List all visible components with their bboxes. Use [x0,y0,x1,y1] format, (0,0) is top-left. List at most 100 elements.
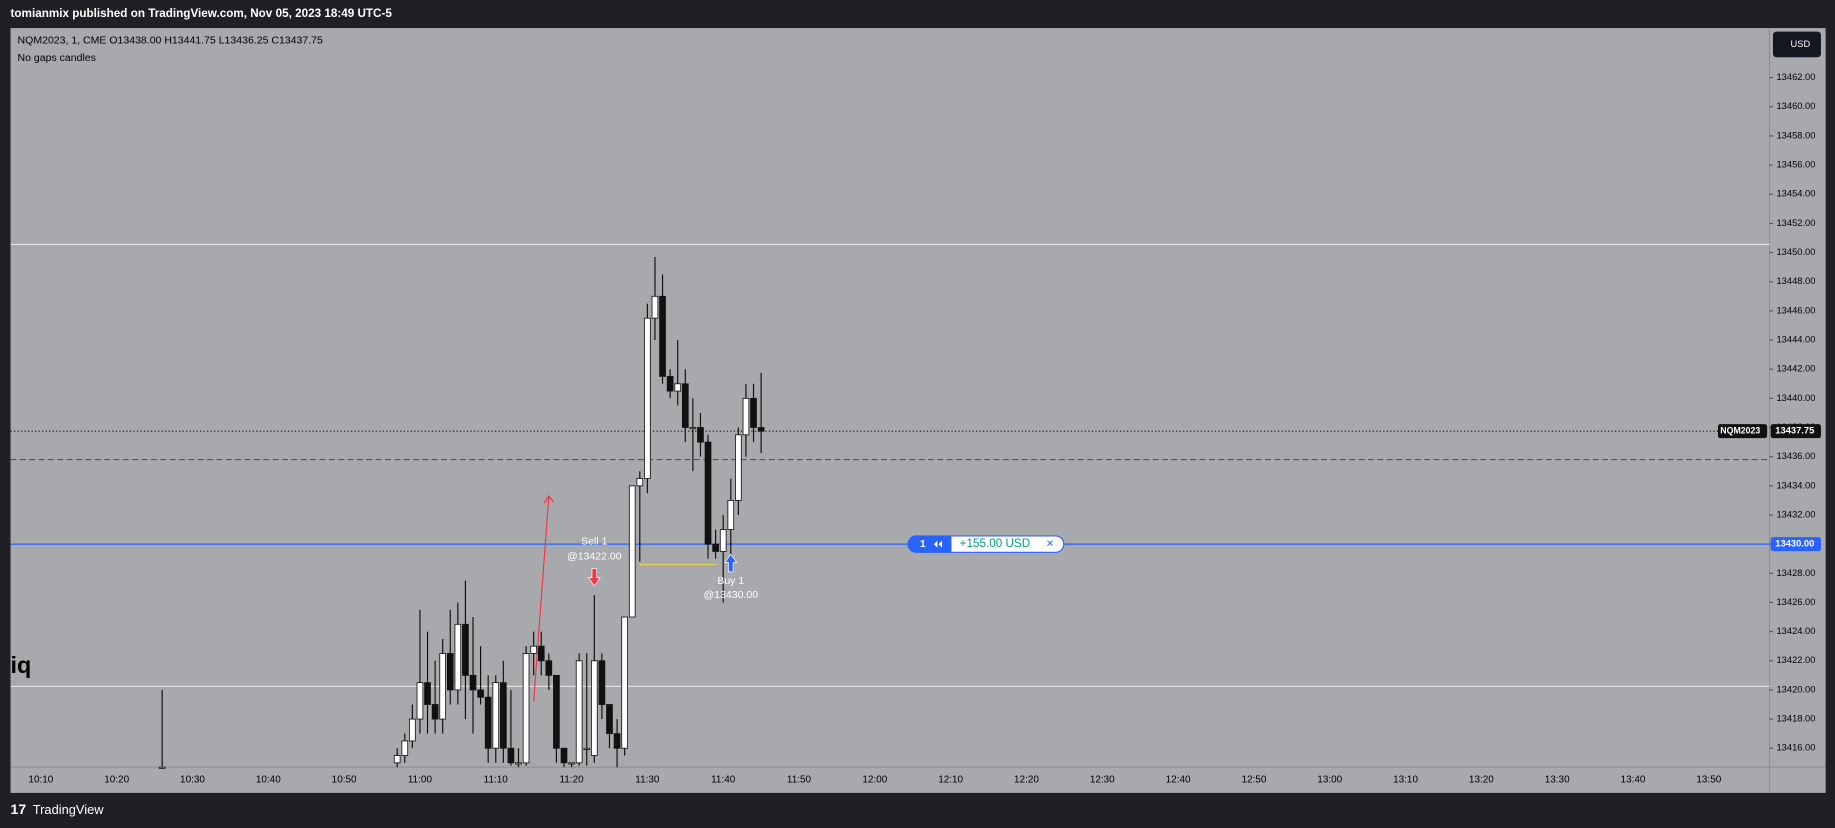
y-tick-label: 13422.00 [1776,655,1815,665]
candle-body [401,740,409,756]
footer-logo[interactable]: 17 TradingView [11,801,105,817]
candle-body [553,674,560,749]
currency-button[interactable] [1772,31,1821,58]
y-tick-label: 13446.00 [1776,305,1815,315]
candle-body [568,762,575,765]
y-tick-label: 13450.00 [1776,247,1815,257]
side-text: iq [11,652,32,678]
candle-body [689,427,697,430]
last-price-label: 13437.75 [1775,426,1814,436]
position-pnl: +155.00 USD [960,537,1031,550]
candle-body [651,295,659,319]
symbol-box [1717,424,1768,439]
candle-body [628,485,636,618]
candle-body [530,645,537,654]
chart-area [10,28,1826,793]
y-tick-label: 13462.00 [1776,72,1815,82]
y-tick-label: 13432.00 [1776,509,1815,519]
trade-arrow [587,568,601,587]
x-tick-label: 13:00 [1317,775,1342,786]
x-tick-label: 13:20 [1469,775,1494,786]
candle-body [674,383,682,392]
y-tick-label: 13416.00 [1776,743,1815,753]
candle-body [659,295,666,377]
candle-body [454,623,462,691]
candle-body [719,529,727,552]
arrow-head [543,495,554,504]
candle-body [606,704,613,735]
x-tick-label: 10:30 [180,775,205,786]
y-tick-label: 13426.00 [1776,597,1815,607]
x-tick-label: 11:00 [408,775,433,786]
candle-body [666,376,674,392]
x-tick-label: 11:50 [787,775,812,786]
symbol-label: NQM2023 [1720,425,1760,435]
y-tick-label: 13458.00 [1776,130,1815,140]
reverse-icon[interactable] [933,540,943,548]
subtitle: No gaps candles [18,52,96,64]
trade-arrow [724,553,738,573]
candle-body [424,682,431,705]
x-tick-label: 12:40 [1166,775,1191,786]
x-tick-label: 12:50 [1241,775,1266,786]
candle-body [644,317,651,479]
y-tick-label: 13420.00 [1776,684,1815,694]
x-tick-label: 12:00 [862,775,887,786]
candle-body [697,427,704,443]
arrow-drawing [533,495,550,702]
candle-body [409,718,416,742]
candle-body [704,441,712,545]
y-tick-label: 13452.00 [1776,218,1815,228]
candle-body [477,689,484,698]
currency[interactable]: USD [1791,39,1811,49]
candle-body [545,660,553,676]
x-tick-label: 13:10 [1393,775,1418,786]
x-tick-label: 10:10 [28,775,53,786]
x-tick-label: 11:40 [711,775,736,786]
candle-body [439,653,447,720]
candle-body [560,747,568,764]
position-qty-bg [908,535,952,553]
trade-price: @13422.00 [567,550,622,562]
y-tick-label: 13436.00 [1776,451,1815,461]
x-tick-label: 12:20 [1014,775,1039,786]
candle-body [598,660,606,705]
x-tick-label: 12:10 [938,775,963,786]
x-tick-label: 10:40 [256,775,281,786]
position-close[interactable]: × [1046,536,1054,551]
x-tick-label: 13:50 [1696,775,1721,786]
candle-body [712,543,719,552]
y-tick-label: 13442.00 [1776,364,1815,374]
candle-body [500,682,507,749]
x-tick-label: 11:20 [559,775,584,786]
candle-body [393,755,401,764]
trade-label: Buy 1 [717,575,744,587]
logo-mark[interactable]: 17 [11,801,27,817]
y-tick-label: 13444.00 [1776,335,1815,345]
trade-label: Sell 1 [581,535,607,547]
candle-body [515,762,522,765]
footer-brand[interactable]: TradingView [33,802,105,817]
candle-body [636,478,644,487]
candle-body [522,653,530,764]
candle-body [507,747,515,764]
candle-body [590,660,598,756]
y-tick-label: 13418.00 [1776,714,1815,724]
y-tick-label: 13440.00 [1776,393,1815,403]
x-tick-label: 13:40 [1621,775,1646,786]
y-tick-label: 13456.00 [1776,160,1815,170]
y-tick-label: 13424.00 [1776,626,1815,636]
candle-body [681,383,689,428]
y-tick-label: 13454.00 [1776,189,1815,199]
candle-body [613,733,621,749]
x-tick-label: 10:20 [104,775,129,786]
y-tick-label: 13448.00 [1776,276,1815,286]
candle-body [462,623,469,676]
x-tick-label: 10:50 [332,775,357,786]
candle-body [158,766,166,769]
trade-price: @13430.00 [704,589,759,601]
candle-body [735,434,742,501]
candle-body [446,653,454,691]
x-tick-label: 11:10 [484,775,509,786]
